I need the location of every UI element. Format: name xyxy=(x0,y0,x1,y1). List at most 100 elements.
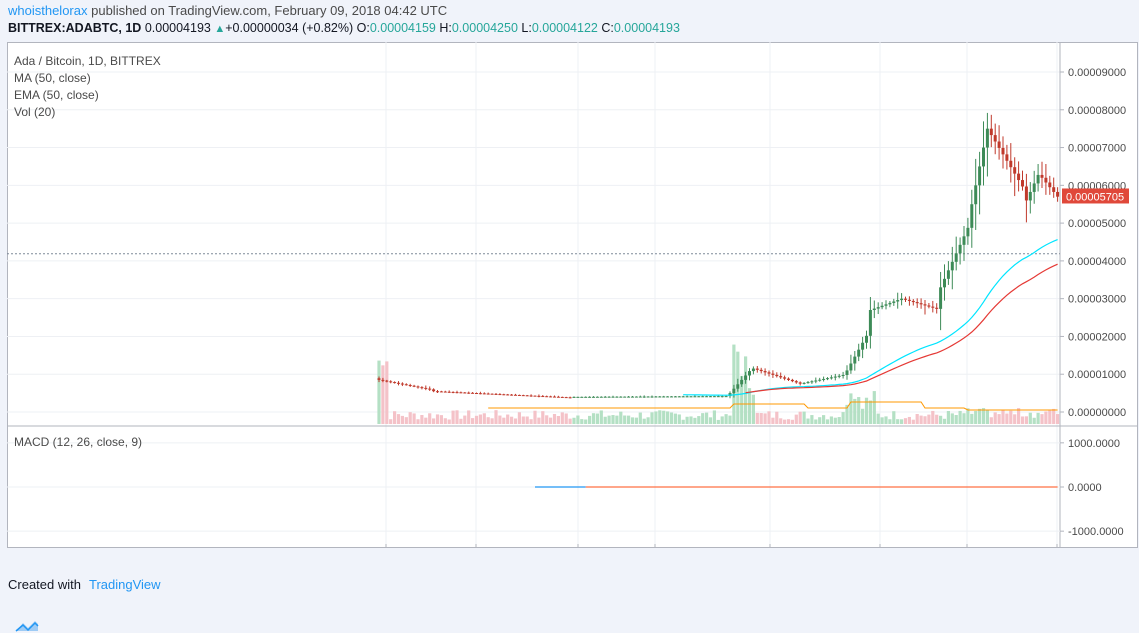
volume-bar xyxy=(931,410,935,424)
candle-body xyxy=(915,302,919,304)
candle-body xyxy=(993,135,997,142)
volume-bar xyxy=(705,412,709,424)
volume-bar xyxy=(416,419,420,424)
candle-body xyxy=(521,395,525,397)
candle-body xyxy=(755,368,759,370)
candle-body xyxy=(494,393,498,395)
price-tick-label: 0.00003000 xyxy=(1068,294,1126,306)
volume-bar xyxy=(560,412,564,424)
volume-bar xyxy=(502,417,506,424)
volume-bar xyxy=(521,416,525,424)
volume-bar xyxy=(1040,414,1044,424)
chart-frame[interactable] xyxy=(7,42,1138,548)
volume-bar xyxy=(630,417,635,424)
candle-body xyxy=(783,377,787,379)
volume-bar xyxy=(861,408,865,424)
volume-bar xyxy=(810,415,814,424)
candle-body xyxy=(798,382,802,384)
open-label: O: xyxy=(356,21,370,35)
legend-title: Ada / Bitcoin, 1D, BITTREX xyxy=(14,54,161,68)
volume-bar xyxy=(981,408,986,424)
volume-bar xyxy=(646,417,650,424)
candle-body xyxy=(377,378,381,380)
candle-body xyxy=(1024,186,1028,201)
candle-body xyxy=(584,396,588,398)
candle-body xyxy=(393,382,397,384)
volume-bar xyxy=(510,416,514,424)
candle-body xyxy=(537,395,541,397)
candle-body xyxy=(611,396,615,398)
candle-body xyxy=(412,385,416,387)
candle-body xyxy=(790,379,794,382)
candle-body xyxy=(771,373,775,375)
candle-body xyxy=(1028,191,1032,201)
volume-bar xyxy=(728,415,732,424)
volume-bar xyxy=(876,413,880,424)
volume-bar xyxy=(611,415,615,424)
low-label: L: xyxy=(521,21,532,35)
volume-bar xyxy=(525,416,529,424)
volume-bar xyxy=(615,415,619,424)
ema-line xyxy=(745,263,1058,394)
close-value: 0.00004193 xyxy=(613,21,680,35)
volume-bar xyxy=(681,419,685,424)
volume-bar xyxy=(802,411,806,424)
volume-bar xyxy=(689,416,693,424)
chart-canvas[interactable]: 0.000090000.000080000.000070000.00006000… xyxy=(7,42,1138,548)
candle-body xyxy=(627,396,631,398)
volume-bar xyxy=(1048,410,1052,424)
candle-body xyxy=(904,298,907,300)
price-tick-label: 0.00008000 xyxy=(1068,105,1126,117)
candle-body xyxy=(845,370,849,376)
candle-body xyxy=(787,378,790,380)
candle-body xyxy=(736,384,740,389)
volume-bar xyxy=(474,415,479,424)
candle-body xyxy=(447,391,451,393)
volume-bar xyxy=(755,412,759,424)
volume-bar xyxy=(654,411,658,424)
candle-body xyxy=(888,302,892,305)
candle-body xyxy=(459,392,463,394)
volume-bar xyxy=(506,414,510,424)
tradingview-brand[interactable]: TradingView xyxy=(88,577,161,592)
candle-body xyxy=(603,396,607,398)
volume-bar xyxy=(825,419,830,424)
volume-bar xyxy=(400,415,404,424)
candle-body xyxy=(927,305,931,307)
candle-body xyxy=(923,304,927,306)
volume-bar xyxy=(607,415,611,424)
candle-body xyxy=(697,396,701,398)
tradingview-link[interactable]: TradingView xyxy=(15,577,161,632)
volume-bar xyxy=(958,410,962,424)
candle-body xyxy=(463,392,467,394)
candle-body xyxy=(759,369,763,372)
candle-body xyxy=(595,396,599,398)
price-axis: 0.000090000.000080000.000070000.00006000… xyxy=(1060,67,1126,419)
volume-bar xyxy=(389,419,393,424)
volume-bar xyxy=(993,412,997,424)
volume-bar xyxy=(829,416,833,424)
author-link[interactable]: whoisthelorax xyxy=(8,3,88,18)
candle-body xyxy=(701,396,705,398)
volume-ma-line xyxy=(488,401,1058,411)
candle-body xyxy=(872,308,876,310)
candle-body xyxy=(599,396,603,398)
candle-body xyxy=(1048,182,1052,188)
volume-bar xyxy=(1017,408,1021,424)
candle-body xyxy=(572,396,576,398)
last-price-badge: 0.00005705 xyxy=(1062,188,1129,204)
volume-bar xyxy=(884,416,888,424)
candle-body xyxy=(588,396,592,398)
volume-bar xyxy=(954,415,958,424)
candle-body xyxy=(568,397,572,399)
legend-vol: Vol (20) xyxy=(14,105,55,119)
volume-bar xyxy=(833,417,837,424)
volume-bar xyxy=(794,414,798,424)
candle-body xyxy=(946,270,950,279)
volume-bar xyxy=(658,410,662,424)
candle-body xyxy=(1013,167,1017,174)
volume-bar xyxy=(896,419,900,424)
volume-bar xyxy=(467,410,471,424)
candle-body xyxy=(849,363,853,371)
candle-body xyxy=(1001,147,1005,155)
